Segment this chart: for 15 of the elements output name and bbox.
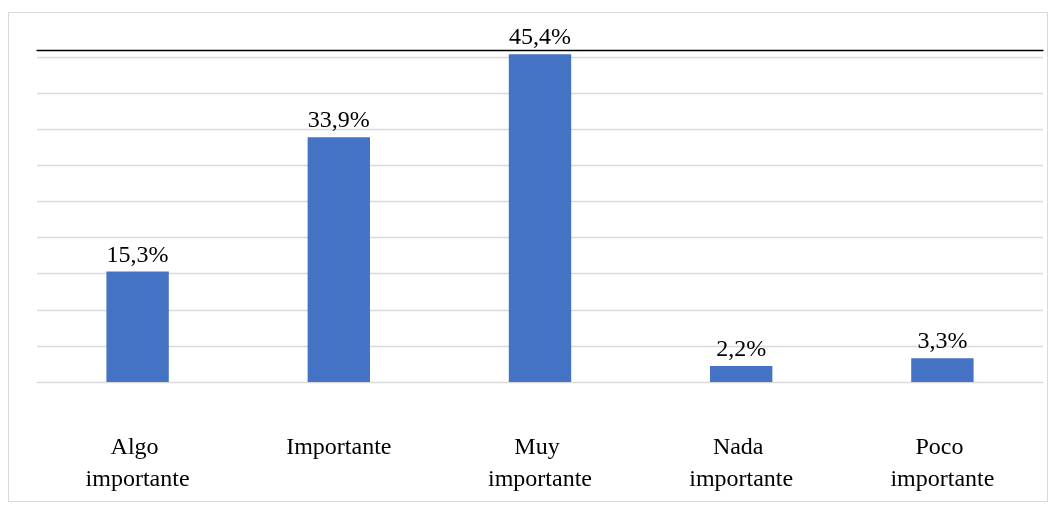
bar bbox=[106, 271, 169, 382]
data-label: 3,3% bbox=[917, 327, 968, 354]
bar bbox=[307, 137, 370, 382]
data-label: 33,9% bbox=[307, 106, 370, 133]
data-label: 15,3% bbox=[106, 240, 169, 267]
bar bbox=[710, 366, 773, 382]
x-tick-label: Muy importante bbox=[488, 433, 592, 491]
x-tick-label: Nada importante bbox=[689, 433, 794, 491]
x-tick-label: Algo importante bbox=[85, 433, 190, 491]
bar bbox=[911, 358, 974, 382]
x-tick-label: Importante bbox=[286, 433, 392, 459]
bar bbox=[508, 54, 572, 382]
data-label: 45,4% bbox=[509, 23, 571, 50]
x-tick-label: Poco importante bbox=[890, 433, 995, 491]
data-label: 2,2% bbox=[716, 335, 767, 362]
